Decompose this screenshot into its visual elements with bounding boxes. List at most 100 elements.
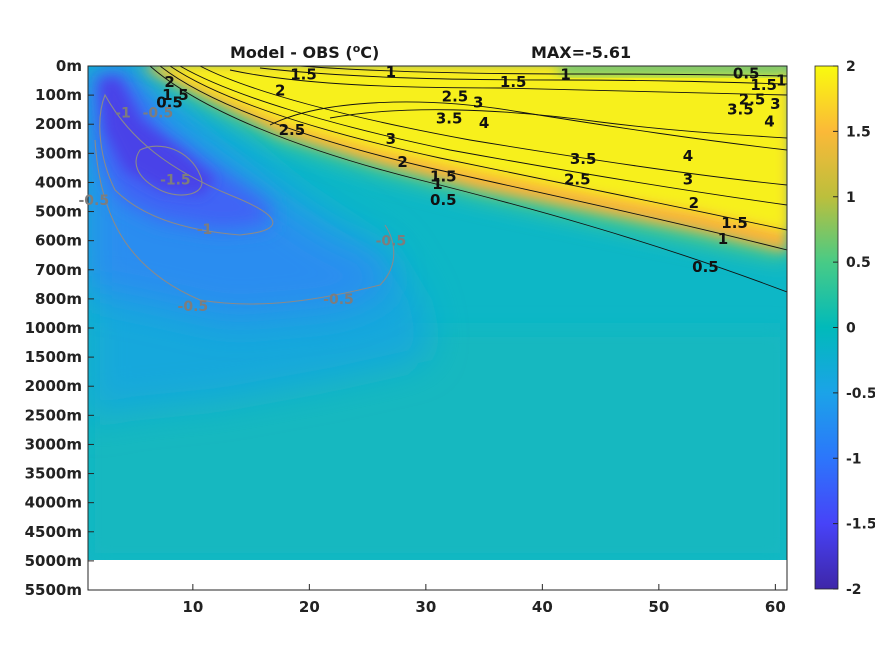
contour-line-cold [94, 139, 395, 305]
contour-label: 1.5 [750, 76, 777, 94]
contour-label-grey: -0.5 [79, 193, 110, 209]
contour-labels-black: 1.5 12 1.5 12.5 33.5 42.5 32 3.5 42.5 31.510.5 21.… [156, 63, 786, 276]
y-tick-label: 5500m [25, 581, 82, 599]
y-tick-label: 4000m [25, 494, 82, 512]
y-tick-label: 4500m [25, 523, 82, 541]
colorbar-ticks: 2 1.5 1 0.5 0 -0.5 -1 -1.5 -2 [833, 59, 875, 598]
contour-label: 1.5 [500, 73, 527, 91]
contour-line-warm [299, 66, 787, 77]
contour-label: 1 [432, 175, 442, 193]
contour-label: 0.5 [156, 93, 183, 111]
y-tick-label: 300m [35, 144, 82, 162]
contour-line-warm [179, 66, 787, 206]
contour-label: 1 [386, 63, 396, 81]
contour-label: 4 [683, 147, 693, 165]
y-tick-label: 500m [35, 203, 82, 221]
plot-title: Model - OBS (oC) [230, 42, 379, 62]
contour-label: 2.5 [739, 90, 766, 108]
contour-line-cold [135, 145, 203, 196]
x-tick-label: 60 [765, 598, 786, 616]
y-tick-label: 1500m [25, 348, 82, 366]
contour-label: 3 [770, 95, 780, 113]
contour-label: 4 [479, 114, 489, 132]
y-tick-label: 600m [35, 232, 82, 250]
contour-label: 2 [275, 82, 285, 100]
contour-label: 3 [386, 130, 396, 148]
contour-line-warm [169, 66, 787, 231]
field-cold-core [100, 78, 215, 195]
contour-label: 2 [164, 73, 174, 91]
field-surface-green [560, 66, 787, 74]
y-axis: 0m 100m 200m 300m 400m 500m 600m 700m 800m 1000m 1… [25, 57, 94, 599]
contour-line-warm [199, 66, 787, 186]
colorbar-tick-label: 0 [846, 321, 856, 337]
contour-line-warm [329, 109, 787, 139]
colorbar-tick-label: -0.5 [846, 386, 875, 402]
contour-line-cold [99, 93, 274, 236]
contour-label: 2.5 [279, 121, 306, 139]
y-tick-label: 0m [56, 57, 82, 75]
contour-label-grey: -1.5 [160, 173, 191, 189]
contour-label: 1.5 [162, 86, 189, 104]
x-axis: 10 20 30 40 50 60 [182, 584, 786, 616]
contour-label: 3.5 [727, 101, 754, 119]
y-tick-label: 2500m [25, 406, 82, 424]
x-tick-label: 10 [182, 598, 203, 616]
contour-label: 1 [718, 230, 728, 248]
y-tick-label: 700m [35, 261, 82, 279]
contour-label-grey: -0.5 [323, 292, 354, 308]
x-tick-label: 50 [648, 598, 669, 616]
contour-label: 2 [689, 194, 699, 212]
contour-line-warm [269, 101, 787, 151]
y-tick-label: 100m [35, 86, 82, 104]
x-tick-label: 20 [299, 598, 320, 616]
contour-labels-grey: -1.5 -1 -0.5 -0.5 -0.5 -0.5 -1 -0.5 [79, 106, 407, 316]
contour-label: 2.5 [564, 171, 591, 189]
colorbar: 2 1.5 1 0.5 0 -0.5 -1 -1.5 -2 [814, 59, 875, 598]
y-tick-label: 400m [35, 173, 82, 191]
colorbar-tick-label: -1 [846, 451, 862, 467]
x-tick-label: 30 [415, 598, 436, 616]
contour-label-grey: -0.5 [178, 299, 209, 315]
contour-label-grey: -1 [197, 222, 213, 238]
contour-line-warm [259, 67, 787, 85]
y-tick-label: 200m [35, 115, 82, 133]
contour-label: 1.5 [721, 214, 748, 232]
contour-label: 1.5 [430, 168, 457, 186]
contour-line-warm [159, 66, 787, 251]
y-tick-label: 3500m [25, 465, 82, 483]
contour-label: 1.5 [290, 66, 317, 84]
contour-label: 1 [560, 66, 570, 84]
contour-label: 0.5 [692, 258, 719, 276]
contour-lines-cold [94, 93, 395, 305]
colorbar-tick-label: -2 [846, 582, 862, 598]
contour-label: 3.5 [570, 150, 597, 168]
contour-label: 2 [397, 153, 407, 171]
y-tick-label: 2000m [25, 377, 82, 395]
colorbar-tick-label: 2 [846, 59, 856, 75]
y-tick-label: 5000m [25, 552, 82, 570]
colorbar-tick-label: -1.5 [846, 517, 875, 533]
contour-line-warm [149, 66, 787, 293]
contour-label: 2.5 [442, 88, 469, 106]
y-tick-label: 1000m [25, 319, 82, 337]
contour-label: 3 [473, 93, 483, 111]
contour-label: 0.5 [430, 191, 457, 209]
max-annotation: MAX=-5.61 [531, 43, 631, 62]
contour-label-grey: -1 [115, 106, 131, 122]
y-tick-label: 3000m [25, 435, 82, 453]
colorbar-tick-label: 0.5 [846, 255, 871, 271]
plot-area [88, 66, 787, 590]
contour-label: 3.5 [436, 109, 463, 127]
colorbar-tick-label: 1 [846, 190, 856, 206]
plot-background [88, 560, 787, 590]
field-warm-band-yellow [150, 66, 787, 232]
colorbar-tick-label: 1.5 [846, 124, 871, 140]
x-tick-label: 40 [532, 598, 553, 616]
contour-label: 4 [764, 112, 774, 130]
contour-label: 1 [776, 72, 786, 90]
contour-label-grey: -0.5 [376, 234, 407, 250]
contour-label: 0.5 [733, 64, 760, 82]
contour-label-grey: -0.5 [143, 106, 174, 122]
